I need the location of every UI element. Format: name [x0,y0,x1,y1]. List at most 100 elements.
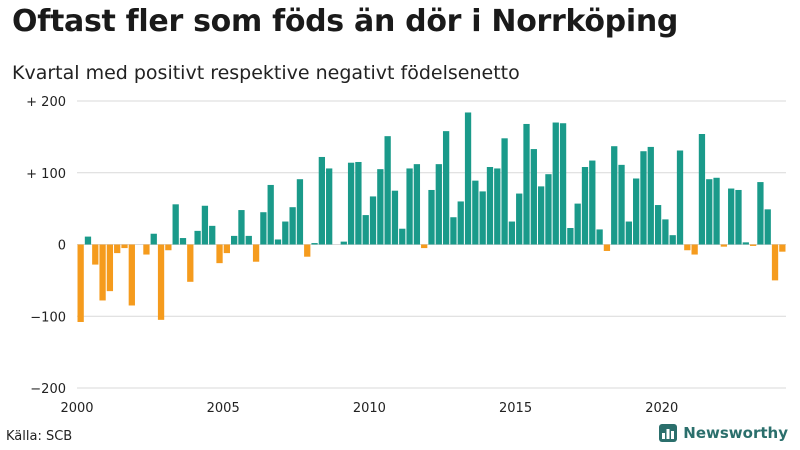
x-tick-label: 2015 [499,401,532,416]
bar-positive [245,235,252,245]
bar-positive [377,169,384,245]
bar-positive [355,161,362,245]
bar-negative [603,244,611,251]
newsworthy-icon [659,424,678,442]
bar-positive [508,221,516,245]
bar-positive [647,146,654,245]
grid-lines [77,100,786,389]
x-tick-label: 2000 [60,401,93,416]
bar-positive [179,238,187,245]
bar-negative [77,244,84,322]
bar-negative [165,244,172,251]
y-tick-label: 0 [58,239,66,254]
bar-negative [684,244,691,251]
bar-positive [669,235,676,245]
bar-negative [691,244,698,255]
bar-negative [749,244,757,246]
bar-positive [435,164,442,245]
bar-positive [713,177,720,245]
bar-negative [128,244,135,306]
bar-negative [720,244,728,247]
bar-negative [92,244,99,265]
bar-negative [252,244,260,262]
bar-positive [391,190,399,245]
bar-positive [552,122,559,245]
bar-positive [698,134,706,245]
bar-positive [84,236,92,245]
bar-positive [633,178,640,245]
bar-positive [567,227,574,245]
bar-negative [99,244,106,301]
bar-positive [311,243,318,245]
bar-positive [209,225,216,245]
bar-positive [545,174,552,245]
bar-positive [618,164,625,245]
bar-positive [735,189,742,245]
bar-negative [771,244,779,281]
bar-positive [523,123,530,245]
source-label: Källa: SCB [6,429,73,444]
bar-negative [779,244,786,252]
bar-positive [413,164,421,245]
bar-positive [201,205,209,245]
bar-positive [589,160,596,245]
bar-positive [231,235,238,245]
bar-negative [157,244,165,320]
bar-positive [172,204,179,245]
bar-positive [369,196,377,245]
bar-positive [516,193,523,245]
bar-positive [728,188,735,245]
bar-positive [501,138,508,245]
bar-positive [238,210,245,245]
x-tick-label: 2020 [645,401,678,416]
bar-positive [764,209,771,245]
bar-negative [216,244,223,264]
bar-positive [289,207,296,245]
bar-positive [326,168,333,245]
bar-positive [662,219,669,245]
bar-positive [574,203,581,245]
y-tick-label: −100 [30,310,66,325]
bar-positive [457,201,464,245]
bar-positive [450,217,457,245]
bar-positive [486,167,494,245]
bar-negative [143,244,150,255]
bar-positive [676,150,684,245]
bar-negative [187,244,194,282]
bar-positive [654,205,662,245]
bar-positive [611,146,618,245]
bar-positive [757,182,764,245]
bar-positive [282,221,289,245]
bar-positive [362,215,369,245]
bar-positive [640,151,647,245]
chart-subtitle: Kvartal med positivt respektive negativt… [12,62,520,84]
bar-positive [479,191,486,245]
y-tick-label: + 100 [26,167,66,182]
y-tick-label: −200 [30,382,66,397]
bar-positive [596,229,603,245]
x-tick-label: 2005 [207,401,240,416]
bar-positive [260,212,267,245]
bar-positive [296,179,304,245]
bar-positive [559,123,567,245]
bar-positive [318,156,326,245]
bar-positive [742,242,749,245]
bar-negative [421,244,428,249]
chart-title: Oftast fler som föds än dör i Norrköping [12,4,679,39]
bars [77,112,786,322]
bar-negative [304,244,311,257]
bar-positive [442,131,450,245]
x-tick-label: 2010 [353,401,386,416]
bar-positive [194,230,201,245]
bar-positive [340,241,347,245]
bar-positive [267,184,274,245]
bar-positive [406,168,413,245]
bar-negative [121,244,128,249]
bar-positive [150,233,157,245]
bar-positive [494,168,501,245]
bar-positive [384,136,391,245]
bar-positive [530,149,537,245]
brand-name: Newsworthy [683,424,788,442]
axis-labels: + 200 + 100 0 −100 −200 2000 2005 2010 2015 2020 [26,95,678,416]
